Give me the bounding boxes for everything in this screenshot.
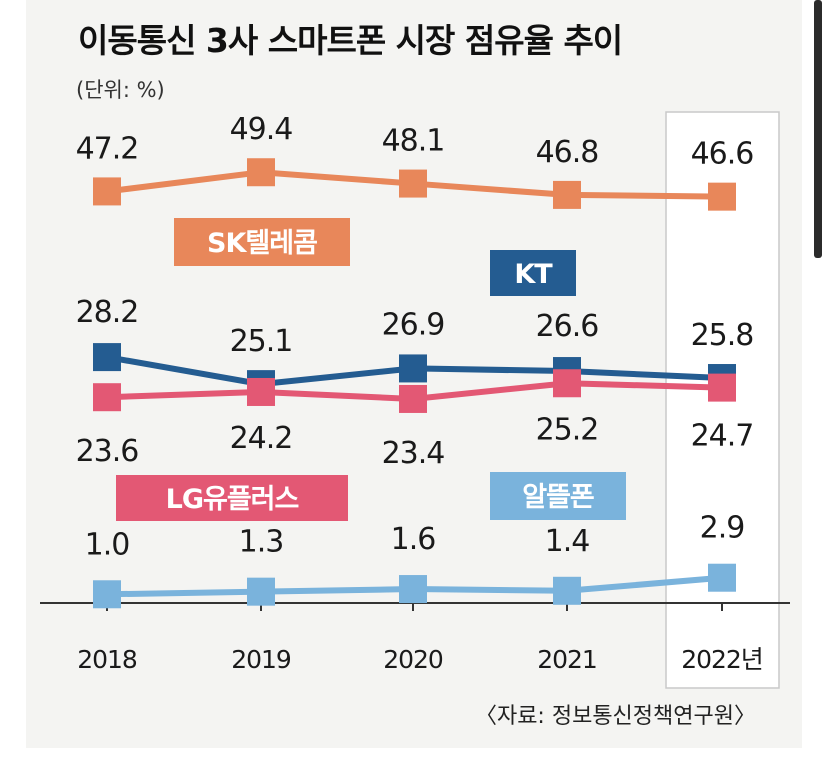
series-tag-label: LG유플러스 <box>166 484 299 515</box>
series-tag-box <box>490 250 576 296</box>
series-marker <box>399 169 427 198</box>
data-label: 25.1 <box>230 324 293 359</box>
series-tag-box <box>116 475 348 521</box>
source-note: 〈자료: 정보통신정책연구원〉 <box>474 704 756 729</box>
chart-title: 이동통신 3사 스마트폰 시장 점유율 추이 <box>78 21 623 60</box>
series-marker <box>553 180 581 209</box>
data-label: 47.2 <box>76 131 139 166</box>
scrollbar[interactable] <box>814 0 822 258</box>
data-label: 26.6 <box>536 309 599 344</box>
series-marker <box>708 182 736 211</box>
unit-label: (단위: %) <box>76 78 165 102</box>
data-label: 1.0 <box>85 527 130 562</box>
series-marker <box>93 177 121 206</box>
series-marker <box>247 377 275 406</box>
series-tag-box <box>174 218 350 266</box>
x-tick-label: 2020 <box>383 645 443 674</box>
series-marker <box>553 369 581 398</box>
data-label: 25.8 <box>691 318 754 353</box>
data-label: 24.2 <box>230 421 293 456</box>
data-label: 28.2 <box>76 295 139 330</box>
series-tag-box <box>490 472 626 520</box>
series-marker <box>399 384 427 413</box>
x-tick-label: 2022년 <box>681 645 763 674</box>
series-marker <box>399 575 427 604</box>
data-label: 24.7 <box>691 419 754 454</box>
data-label: 1.4 <box>545 524 590 559</box>
data-label: 46.8 <box>536 135 599 170</box>
series-marker <box>247 577 275 606</box>
series-marker <box>93 383 121 412</box>
data-label: 46.6 <box>691 137 754 172</box>
series-marker <box>708 563 736 592</box>
data-label: 26.9 <box>382 307 445 342</box>
data-label: 23.6 <box>76 434 139 469</box>
x-tick-label: 2021 <box>537 645 597 674</box>
data-label: 25.2 <box>536 412 599 447</box>
series-tag-label: KT <box>514 259 553 290</box>
series-marker <box>708 373 736 402</box>
series-marker <box>553 576 581 605</box>
series-marker <box>93 580 121 609</box>
series-marker <box>93 343 121 372</box>
data-label: 1.3 <box>239 525 284 560</box>
data-label: 49.4 <box>230 112 293 147</box>
series-marker <box>399 354 427 383</box>
x-tick-label: 2018 <box>77 645 137 674</box>
data-label: 48.1 <box>382 124 445 159</box>
data-label: 1.6 <box>391 522 436 557</box>
data-label: 2.9 <box>700 511 745 546</box>
x-tick-label: 2019 <box>231 645 291 674</box>
series-marker <box>247 158 275 187</box>
series-tag-label: 알뜰폰 <box>522 482 594 513</box>
data-label: 23.4 <box>382 436 445 471</box>
series-tag-label: SK텔레콤 <box>207 228 317 259</box>
